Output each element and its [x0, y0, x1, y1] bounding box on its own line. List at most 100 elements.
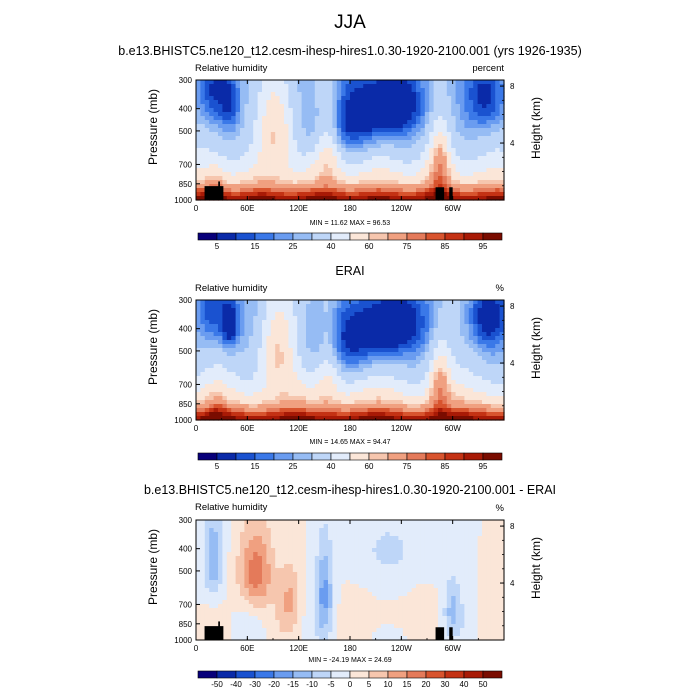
heatmap-cell [385, 364, 391, 369]
heatmap-cell [288, 164, 294, 169]
heatmap-cell [341, 520, 347, 525]
heatmap-cell [301, 416, 307, 421]
heatmap-cell [319, 332, 325, 337]
heatmap-cell [328, 344, 333, 349]
heatmap-cell [240, 96, 245, 101]
heatmap-cell [367, 124, 373, 129]
heatmap-cell [376, 196, 382, 201]
heatmap-cell [429, 336, 435, 341]
heatmap-cell [477, 92, 483, 97]
heatmap-cell [429, 96, 435, 101]
heatmap-cell [398, 340, 404, 345]
heatmap-cell [314, 148, 320, 153]
heatmap-cell [363, 344, 369, 349]
panel-2-units-label: % [495, 283, 504, 294]
heatmap-cell [196, 552, 201, 557]
heatmap-cell [490, 368, 496, 373]
heatmap-cell [345, 408, 351, 413]
heatmap-cell [319, 88, 325, 93]
heatmap-cell [310, 172, 316, 177]
heatmap-cell [411, 352, 417, 357]
heatmap-cell [306, 360, 311, 365]
heatmap-cell [345, 88, 351, 93]
heatmap-cell [218, 328, 223, 333]
heatmap-cell [314, 532, 320, 537]
heatmap-cell [257, 372, 263, 377]
heatmap-cell [420, 148, 426, 153]
heatmap-cell [411, 84, 417, 89]
heatmap-cell [204, 152, 210, 157]
heatmap-cell [433, 536, 439, 541]
heatmap-cell [372, 176, 377, 181]
heatmap-cell [248, 84, 254, 89]
heatmap-cell [218, 148, 223, 153]
heatmap-cell [354, 132, 360, 137]
heatmap-cell [297, 172, 303, 177]
heatmap-cell [350, 136, 355, 141]
heatmap-cell [196, 348, 201, 353]
heatmap-cell [341, 80, 347, 85]
heatmap-cell [292, 144, 298, 149]
heatmap-cell [275, 148, 281, 153]
heatmap-cell [196, 416, 201, 421]
heatmap-cell [288, 160, 294, 165]
heatmap-cell [468, 124, 474, 129]
heatmap-cell [358, 408, 364, 413]
heatmap-cell [297, 164, 303, 169]
heatmap-cell [306, 100, 311, 105]
heatmap-cell [380, 176, 386, 181]
heatmap-cell [336, 192, 342, 197]
heatmap-cell [253, 316, 259, 321]
heatmap-cell [323, 184, 329, 189]
heatmap-cell [292, 100, 298, 105]
heatmap-cell [376, 532, 382, 537]
heatmap-cell [482, 168, 487, 173]
colorbar-label: 40 [327, 242, 336, 251]
heatmap-cell [451, 544, 457, 549]
heatmap-cell [372, 188, 377, 193]
heatmap-cell [288, 104, 294, 109]
heatmap-cell [204, 352, 210, 357]
heatmap-cell [301, 528, 307, 533]
heatmap-cell [499, 176, 505, 181]
heatmap-cell [429, 164, 435, 169]
heatmap-cell [226, 376, 232, 381]
heatmap-cell [376, 316, 382, 321]
heatmap-cell [253, 336, 259, 341]
heatmap-cell [200, 80, 206, 85]
heatmap-cell [314, 88, 320, 93]
heatmap-cell [367, 332, 373, 337]
heatmap-cell [306, 324, 311, 329]
heatmap-cell [297, 552, 303, 557]
heatmap-cell [240, 108, 245, 113]
heatmap-cell [486, 336, 492, 341]
heatmap-cell [204, 332, 210, 337]
heatmap-cell [429, 140, 435, 145]
heatmap-cell [226, 388, 232, 393]
heatmap-cell [495, 316, 501, 321]
heatmap-cell [380, 144, 386, 149]
heatmap-cell [292, 320, 298, 325]
heatmap-cell [292, 532, 298, 537]
heatmap-cell [253, 372, 259, 377]
heatmap-cell [473, 100, 479, 105]
heatmap-cell [222, 388, 228, 393]
heatmap-cell [279, 188, 285, 193]
heatmap-cell [420, 96, 426, 101]
heatmap-cell [301, 128, 307, 133]
heatmap-cell [244, 396, 250, 401]
heatmap-cell [323, 320, 329, 325]
heatmap-cell [420, 316, 426, 321]
heatmap-cell [380, 188, 386, 193]
heatmap-cell [398, 108, 404, 113]
heatmap-cell [244, 388, 250, 393]
heatmap-cell [477, 348, 483, 353]
heatmap-cell [482, 356, 487, 361]
heatmap-cell [213, 524, 219, 529]
heatmap-cell [460, 328, 465, 333]
heatmap-cell [376, 336, 382, 341]
heatmap-cell [328, 316, 333, 321]
heatmap-cell [279, 396, 285, 401]
heatmap-cell [257, 180, 263, 185]
heatmap-cell [460, 320, 465, 325]
